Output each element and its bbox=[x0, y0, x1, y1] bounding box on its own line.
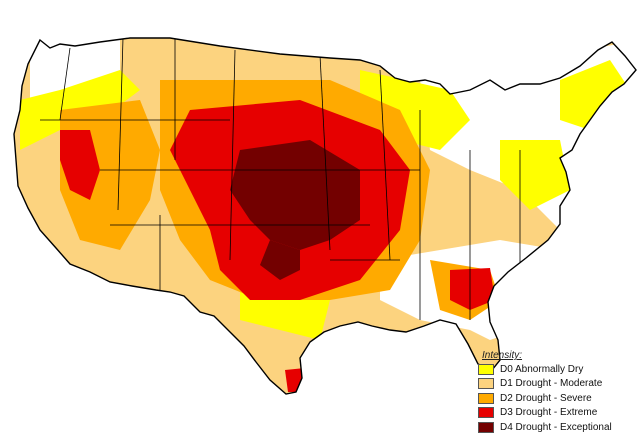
legend-swatch bbox=[478, 407, 494, 419]
legend-swatch bbox=[478, 392, 494, 404]
legend-item: D1 Drought - Moderate bbox=[478, 377, 638, 392]
abnormally-dry-mid-atlantic bbox=[500, 140, 570, 210]
legend-label: D2 Drought - Severe bbox=[500, 392, 592, 404]
legend-swatch bbox=[478, 421, 494, 433]
legend-title: Intensity: bbox=[482, 350, 523, 361]
map-legend: Intensity: D0 Abnormally Dry D1 Drought -… bbox=[478, 350, 638, 435]
state-borders bbox=[40, 38, 521, 320]
legend-item: D2 Drought - Severe bbox=[478, 391, 638, 406]
extreme-drought-texas-coast bbox=[285, 368, 306, 392]
legend-label: D3 Drought - Extreme bbox=[500, 407, 598, 419]
legend-swatch bbox=[478, 363, 494, 375]
legend-label: D4 Drought - Exceptional bbox=[500, 421, 612, 433]
legend-item: D0 Abnormally Dry bbox=[478, 362, 638, 377]
abnormally-dry-new-england bbox=[560, 60, 630, 130]
extreme-drought-georgia bbox=[450, 268, 495, 310]
exceptional-drought-core bbox=[230, 140, 360, 250]
exceptional-drought-south bbox=[260, 240, 300, 280]
legend-swatch bbox=[478, 378, 494, 390]
extreme-drought-nevada bbox=[60, 130, 100, 200]
legend-item: D3 Drought - Extreme bbox=[478, 406, 638, 421]
legend-label: D1 Drought - Moderate bbox=[500, 378, 603, 390]
legend-item: D4 Drought - Exceptional bbox=[478, 420, 638, 435]
legend-label: D0 Abnormally Dry bbox=[500, 363, 584, 375]
abnormally-dry-texas-coast bbox=[240, 290, 330, 340]
